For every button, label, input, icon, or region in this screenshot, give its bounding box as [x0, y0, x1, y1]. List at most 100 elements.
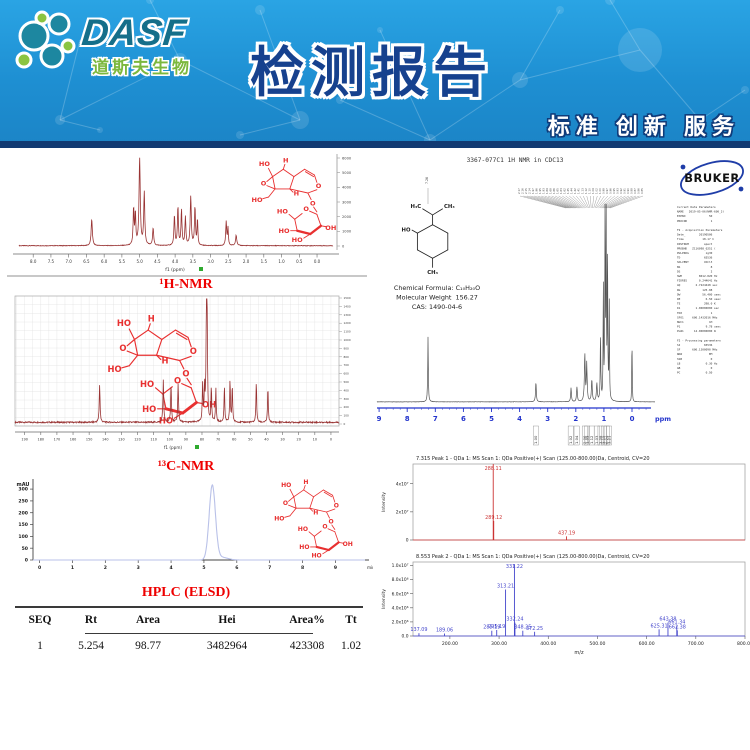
cell-tt: 1.02: [340, 640, 362, 652]
svg-text:400: 400: [344, 388, 350, 392]
svg-text:O: O: [328, 518, 333, 525]
svg-text:SWH 8012.820 Hz: SWH 8012.820 Hz: [677, 274, 718, 278]
hplc-results-table: SEQ Rt Area Hei Area% Tt 1 5.254 98.77 3…: [15, 606, 363, 652]
cell-area: 98.77: [135, 640, 161, 652]
svg-text:EXPNO 50: EXPNO 50: [677, 214, 713, 218]
svg-text:NS 8: NS 8: [677, 265, 713, 269]
svg-text:GB 0: GB 0: [677, 366, 713, 370]
svg-text:3: 3: [545, 415, 550, 423]
svg-text:300: 300: [344, 397, 350, 401]
svg-text:1.12: 1.12: [589, 435, 594, 444]
svg-text:300.00: 300.00: [491, 641, 507, 647]
svg-text:250: 250: [18, 499, 28, 505]
svg-text:PC 0.50: PC 0.50: [677, 371, 713, 375]
svg-text:1300: 1300: [344, 313, 351, 317]
svg-text:Intensity: Intensity: [381, 492, 387, 512]
svg-text:285.19: 285.19: [483, 625, 500, 631]
svg-text:190: 190: [21, 438, 27, 442]
svg-text:RG 125.08: RG 125.08: [677, 288, 713, 292]
svg-text:2000: 2000: [342, 215, 352, 219]
svg-text:HO: HO: [279, 227, 290, 235]
svg-text:0.0: 0.0: [402, 634, 409, 640]
svg-text:331.22: 331.22: [506, 564, 523, 570]
svg-text:4.0: 4.0: [172, 259, 179, 264]
svg-text:1.97: 1.97: [531, 188, 535, 194]
svg-text:DE 6.50 usec: DE 6.50 usec: [677, 297, 721, 301]
cnmr-label: ¹³C-NMR: [157, 459, 215, 474]
svg-text:3: 3: [137, 565, 140, 571]
svg-text:O: O: [174, 376, 181, 386]
svg-text:AQ 2.7224448 sec: AQ 2.7224448 sec: [677, 283, 718, 287]
svg-text:1.93: 1.93: [542, 188, 546, 194]
svg-text:1.42: 1.42: [573, 188, 577, 194]
svg-text:800: 800: [344, 355, 350, 359]
svg-text:0.92: 0.92: [619, 188, 623, 194]
svg-text:7.26: 7.26: [425, 177, 429, 184]
svg-text:mAU: mAU: [17, 482, 30, 488]
svg-text:CH₃: CH₃: [444, 204, 455, 210]
svg-text:D1 1.00000000 sec: D1 1.00000000 sec: [677, 306, 719, 310]
svg-text:SF 600.1300090 MHz: SF 600.1300090 MHz: [677, 348, 718, 352]
svg-text:PLW1 14.00000000 W: PLW1 14.00000000 W: [677, 329, 716, 333]
svg-text:160: 160: [70, 438, 76, 442]
svg-text:625.31: 625.31: [651, 623, 668, 629]
svg-text:30: 30: [280, 438, 284, 442]
svg-text:1.00: 1.00: [533, 435, 538, 444]
ms-peak2-chart: 8.553 Peak 2 - QDa 1: MS Scan 1: QDa Pos…: [381, 554, 750, 656]
svg-text:662.38: 662.38: [669, 624, 686, 630]
svg-text:HO: HO: [274, 515, 284, 522]
svg-text:289.12: 289.12: [485, 515, 502, 521]
svg-text:137.09: 137.09: [410, 627, 427, 633]
svg-text:1000: 1000: [344, 338, 351, 342]
svg-text:O: O: [182, 368, 189, 378]
svg-text:1: 1: [601, 415, 606, 423]
svg-text:0.96: 0.96: [608, 188, 612, 194]
svg-text:1.63: 1.63: [559, 188, 563, 194]
svg-text:313.21: 313.21: [497, 583, 514, 589]
svg-text:HO: HO: [292, 236, 303, 244]
svg-text:HO: HO: [140, 379, 154, 389]
svg-text:PULPROG zg30: PULPROG zg30: [677, 251, 713, 255]
svg-text:4.5: 4.5: [154, 259, 161, 264]
svg-text:643.38: 643.38: [659, 617, 676, 623]
svg-text:2.0x10⁶: 2.0x10⁶: [392, 620, 409, 626]
svg-text:2x10⁷: 2x10⁷: [396, 509, 409, 515]
svg-text:1.12: 1.12: [584, 188, 588, 194]
svg-text:3.08: 3.08: [598, 435, 603, 444]
svg-text:0: 0: [25, 558, 28, 564]
svg-text:F2 - Acquisition Parameters: F2 - Acquisition Parameters: [677, 228, 723, 232]
svg-text:O: O: [190, 346, 197, 356]
svg-text:5.5: 5.5: [119, 259, 126, 264]
brand-chinese-name: 道斯夫生物: [92, 58, 192, 77]
svg-text:H₃C: H₃C: [411, 204, 422, 210]
svg-text:3.21: 3.21: [606, 435, 611, 444]
header-banner: DASF 道斯夫生物 检测报告 标准 创新 服务: [0, 0, 750, 148]
svg-text:H: H: [283, 157, 288, 165]
svg-text:10: 10: [313, 438, 317, 442]
table-row: 1 5.254 98.77 3482964 423308 1.02: [15, 630, 363, 652]
svg-text:180: 180: [38, 438, 44, 442]
svg-text:1.62: 1.62: [563, 188, 567, 194]
svg-text:800.00: 800.00: [737, 641, 750, 647]
svg-text:200: 200: [18, 510, 28, 516]
svg-text:1.68: 1.68: [549, 188, 553, 194]
svg-text:1.44: 1.44: [570, 188, 574, 194]
svg-text:0: 0: [406, 538, 409, 544]
svg-text:8.553 Peak 2 - QDa 1: MS Scan: 8.553 Peak 2 - QDa 1: MS Scan 1: QDa Pos…: [416, 554, 650, 560]
svg-text:TD0 1: TD0 1: [677, 311, 713, 315]
svg-text:OH: OH: [202, 400, 216, 410]
svg-text:1.69: 1.69: [545, 188, 549, 194]
svg-text:H: H: [148, 314, 155, 324]
svg-text:7: 7: [268, 565, 271, 571]
svg-text:1100: 1100: [344, 330, 351, 334]
svg-text:80: 80: [200, 438, 204, 442]
svg-text:8.0: 8.0: [30, 259, 37, 264]
svg-text:CAS: 1490-04-6: CAS: 1490-04-6: [412, 303, 462, 311]
svg-text:HO: HO: [117, 318, 131, 328]
svg-text:295.19: 295.19: [488, 624, 505, 630]
svg-text:3367-077C1 1H NMR in CDC13: 3367-077C1 1H NMR in CDC13: [467, 157, 564, 164]
svg-text:1.10: 1.10: [587, 188, 591, 194]
table-rule: [85, 633, 313, 634]
svg-text:Time 18.17 h: Time 18.17 h: [677, 237, 714, 241]
svg-text:8: 8: [405, 415, 410, 423]
